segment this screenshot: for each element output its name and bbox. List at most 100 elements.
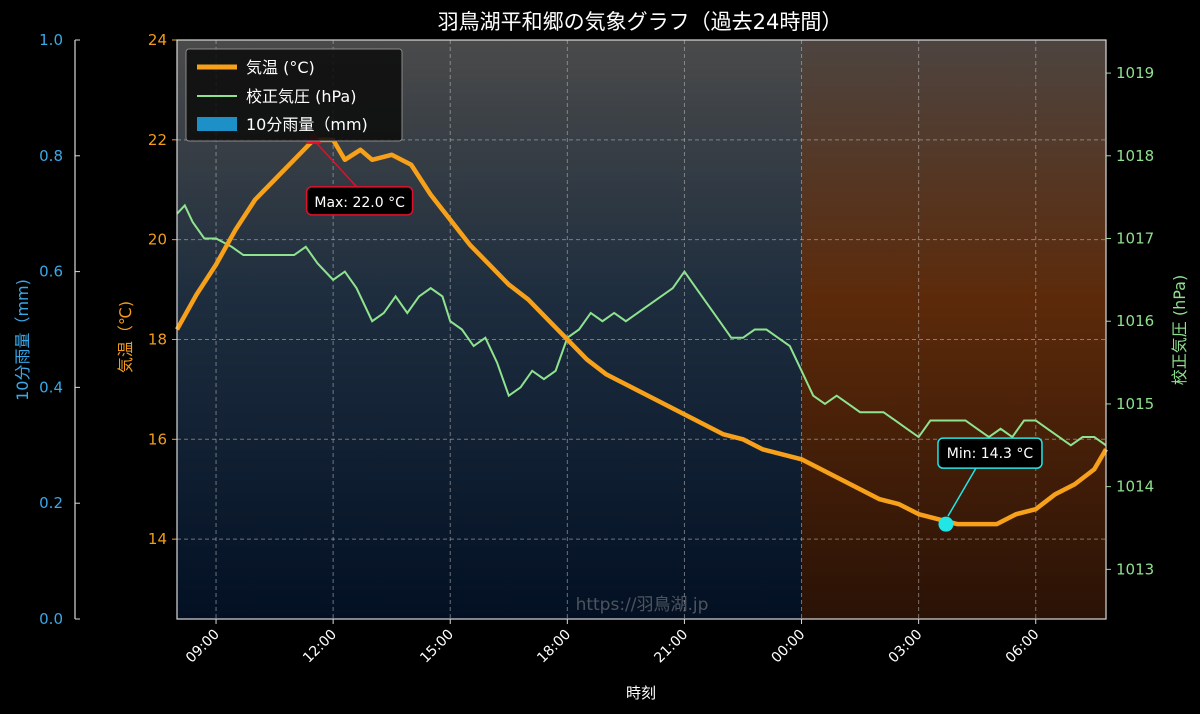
pressure-point (371, 320, 373, 322)
rain-tick-label: 0.8 (39, 147, 63, 165)
temp-point (390, 153, 393, 156)
x-tick-label: 18:00 (534, 627, 574, 667)
pressure-point (508, 395, 510, 397)
temp-point (995, 523, 998, 526)
pressure-point (894, 419, 896, 421)
pressure-point (555, 370, 557, 372)
temp-point (683, 413, 686, 416)
temp-point (878, 498, 881, 501)
pressure-point (976, 428, 978, 430)
temp-point (371, 158, 374, 161)
temp-tick-label: 22 (148, 131, 167, 149)
pressure-tick-label: 1013 (1116, 560, 1154, 578)
temp-point (800, 458, 803, 461)
temp-point (507, 283, 510, 286)
rain-tick-label: 0.4 (39, 378, 63, 396)
pressure-point (274, 254, 276, 256)
min-marker (938, 516, 954, 532)
x-tick-label: 03:00 (886, 627, 926, 667)
temp-point (449, 218, 452, 221)
pressure-point (695, 287, 697, 289)
max-arrow (313, 139, 359, 189)
pressure-axis-label: 校正気圧 (hPa) (1170, 275, 1189, 385)
pressure-point (906, 428, 908, 430)
temp-point (820, 468, 823, 471)
temp-point (343, 158, 346, 161)
pressure-point (578, 329, 580, 331)
pressure-point (254, 254, 256, 256)
temp-tick-label: 18 (148, 330, 167, 348)
pressure-point (801, 370, 803, 372)
pressure-point (449, 320, 451, 322)
annotations: Max: 22.0 °C Min: 14.3 °C (305, 131, 1043, 532)
temp-point (1093, 468, 1096, 471)
temp-point (702, 423, 705, 426)
pressure-point (1082, 436, 1084, 438)
pressure-point (418, 295, 420, 297)
x-tick-label: 12:00 (300, 627, 340, 667)
x-tick-label: 15:00 (417, 627, 457, 667)
pressure-tick-label: 1019 (1116, 64, 1154, 82)
chart-title: 羽鳥湖平和郷の気象グラフ（過去24時間） (438, 10, 843, 34)
temp-point (937, 518, 940, 521)
pressure-point (812, 395, 814, 397)
pressure-point (953, 419, 955, 421)
pressure-point (883, 411, 885, 413)
pressure-point (344, 271, 346, 273)
x-tick-label: 09:00 (183, 627, 223, 667)
temp-point (527, 298, 530, 301)
temp-point (429, 193, 432, 196)
x-axis-label: 時刻 (626, 684, 656, 702)
temp-point (859, 488, 862, 491)
temp-point (293, 158, 296, 161)
pressure-point (742, 337, 744, 339)
pressure-point (648, 304, 650, 306)
temp-point (254, 198, 257, 201)
pressure-point (543, 378, 545, 380)
legend-temp-label: 気温 (°C) (246, 58, 315, 77)
pressure-point (707, 304, 709, 306)
temp-point (215, 263, 218, 266)
pressure-point (430, 287, 432, 289)
pressure-tick-label: 1018 (1116, 147, 1154, 165)
pressure-point (395, 295, 397, 297)
legend-rain-label: 10分雨量（mm) (246, 115, 368, 134)
pressure-point (625, 320, 627, 322)
pressure-axis: 1013 1014 1015 1016 1017 1018 1019 (1106, 64, 1154, 578)
temp-point (722, 433, 725, 436)
pressure-point (356, 287, 358, 289)
temp-point (566, 338, 569, 341)
pressure-point (215, 238, 217, 240)
plot-frame (176, 39, 1107, 620)
pressure-point (719, 320, 721, 322)
x-tick-label: 06:00 (1003, 627, 1043, 667)
temp-point (234, 228, 237, 231)
plot-background-night (801, 40, 1106, 619)
temp-tick-label: 14 (148, 530, 167, 548)
temp-point (624, 383, 627, 386)
pressure-point (242, 254, 244, 256)
temp-point (1054, 493, 1057, 496)
pressure-point (473, 345, 475, 347)
temp-axis: 14 16 18 20 22 24 (148, 31, 177, 548)
pressure-point (496, 362, 498, 364)
pressure-point (203, 238, 205, 240)
pressure-series-line (176, 203, 1107, 447)
pressure-point (672, 287, 674, 289)
pressure-point (765, 329, 767, 331)
max-label-box (305, 186, 414, 216)
temp-point (585, 358, 588, 361)
temp-point (273, 178, 276, 181)
pressure-point (941, 419, 943, 421)
pressure-point (1058, 436, 1060, 438)
temp-point (605, 373, 608, 376)
pressure-tick-label: 1015 (1116, 395, 1154, 413)
temp-axis-label: 気温（℃) (116, 301, 135, 373)
temp-point (195, 293, 198, 296)
pressure-point (317, 262, 319, 264)
temp-tick-label: 20 (148, 231, 167, 249)
pressure-point (824, 403, 826, 405)
rain-tick-label: 0.0 (39, 610, 63, 628)
legend-pressure-label: 校正気圧 (hPa) (246, 87, 356, 106)
x-tick-label: 21:00 (651, 627, 691, 667)
